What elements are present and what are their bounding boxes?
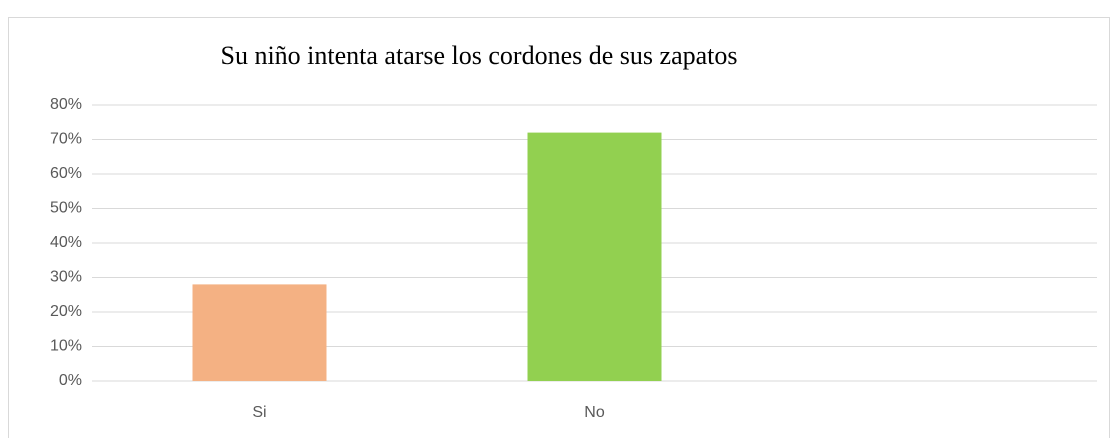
y-tick-label: 70% — [50, 131, 82, 148]
y-tick-label: 30% — [50, 269, 82, 286]
y-tick-label: 20% — [50, 303, 82, 320]
y-tick-label: 80% — [50, 96, 82, 113]
x-tick-label: Si — [252, 404, 266, 421]
x-tick-label: No — [584, 404, 605, 421]
y-tick-label: 60% — [50, 165, 82, 182]
bar — [192, 284, 327, 381]
y-tick-label: 10% — [50, 338, 82, 355]
y-tick-label: 40% — [50, 234, 82, 251]
chart-title: Su niño intenta atarse los cordones de s… — [221, 41, 738, 70]
y-tick-label: 50% — [50, 200, 82, 217]
bar — [527, 132, 662, 381]
y-tick-label: 0% — [59, 372, 82, 389]
